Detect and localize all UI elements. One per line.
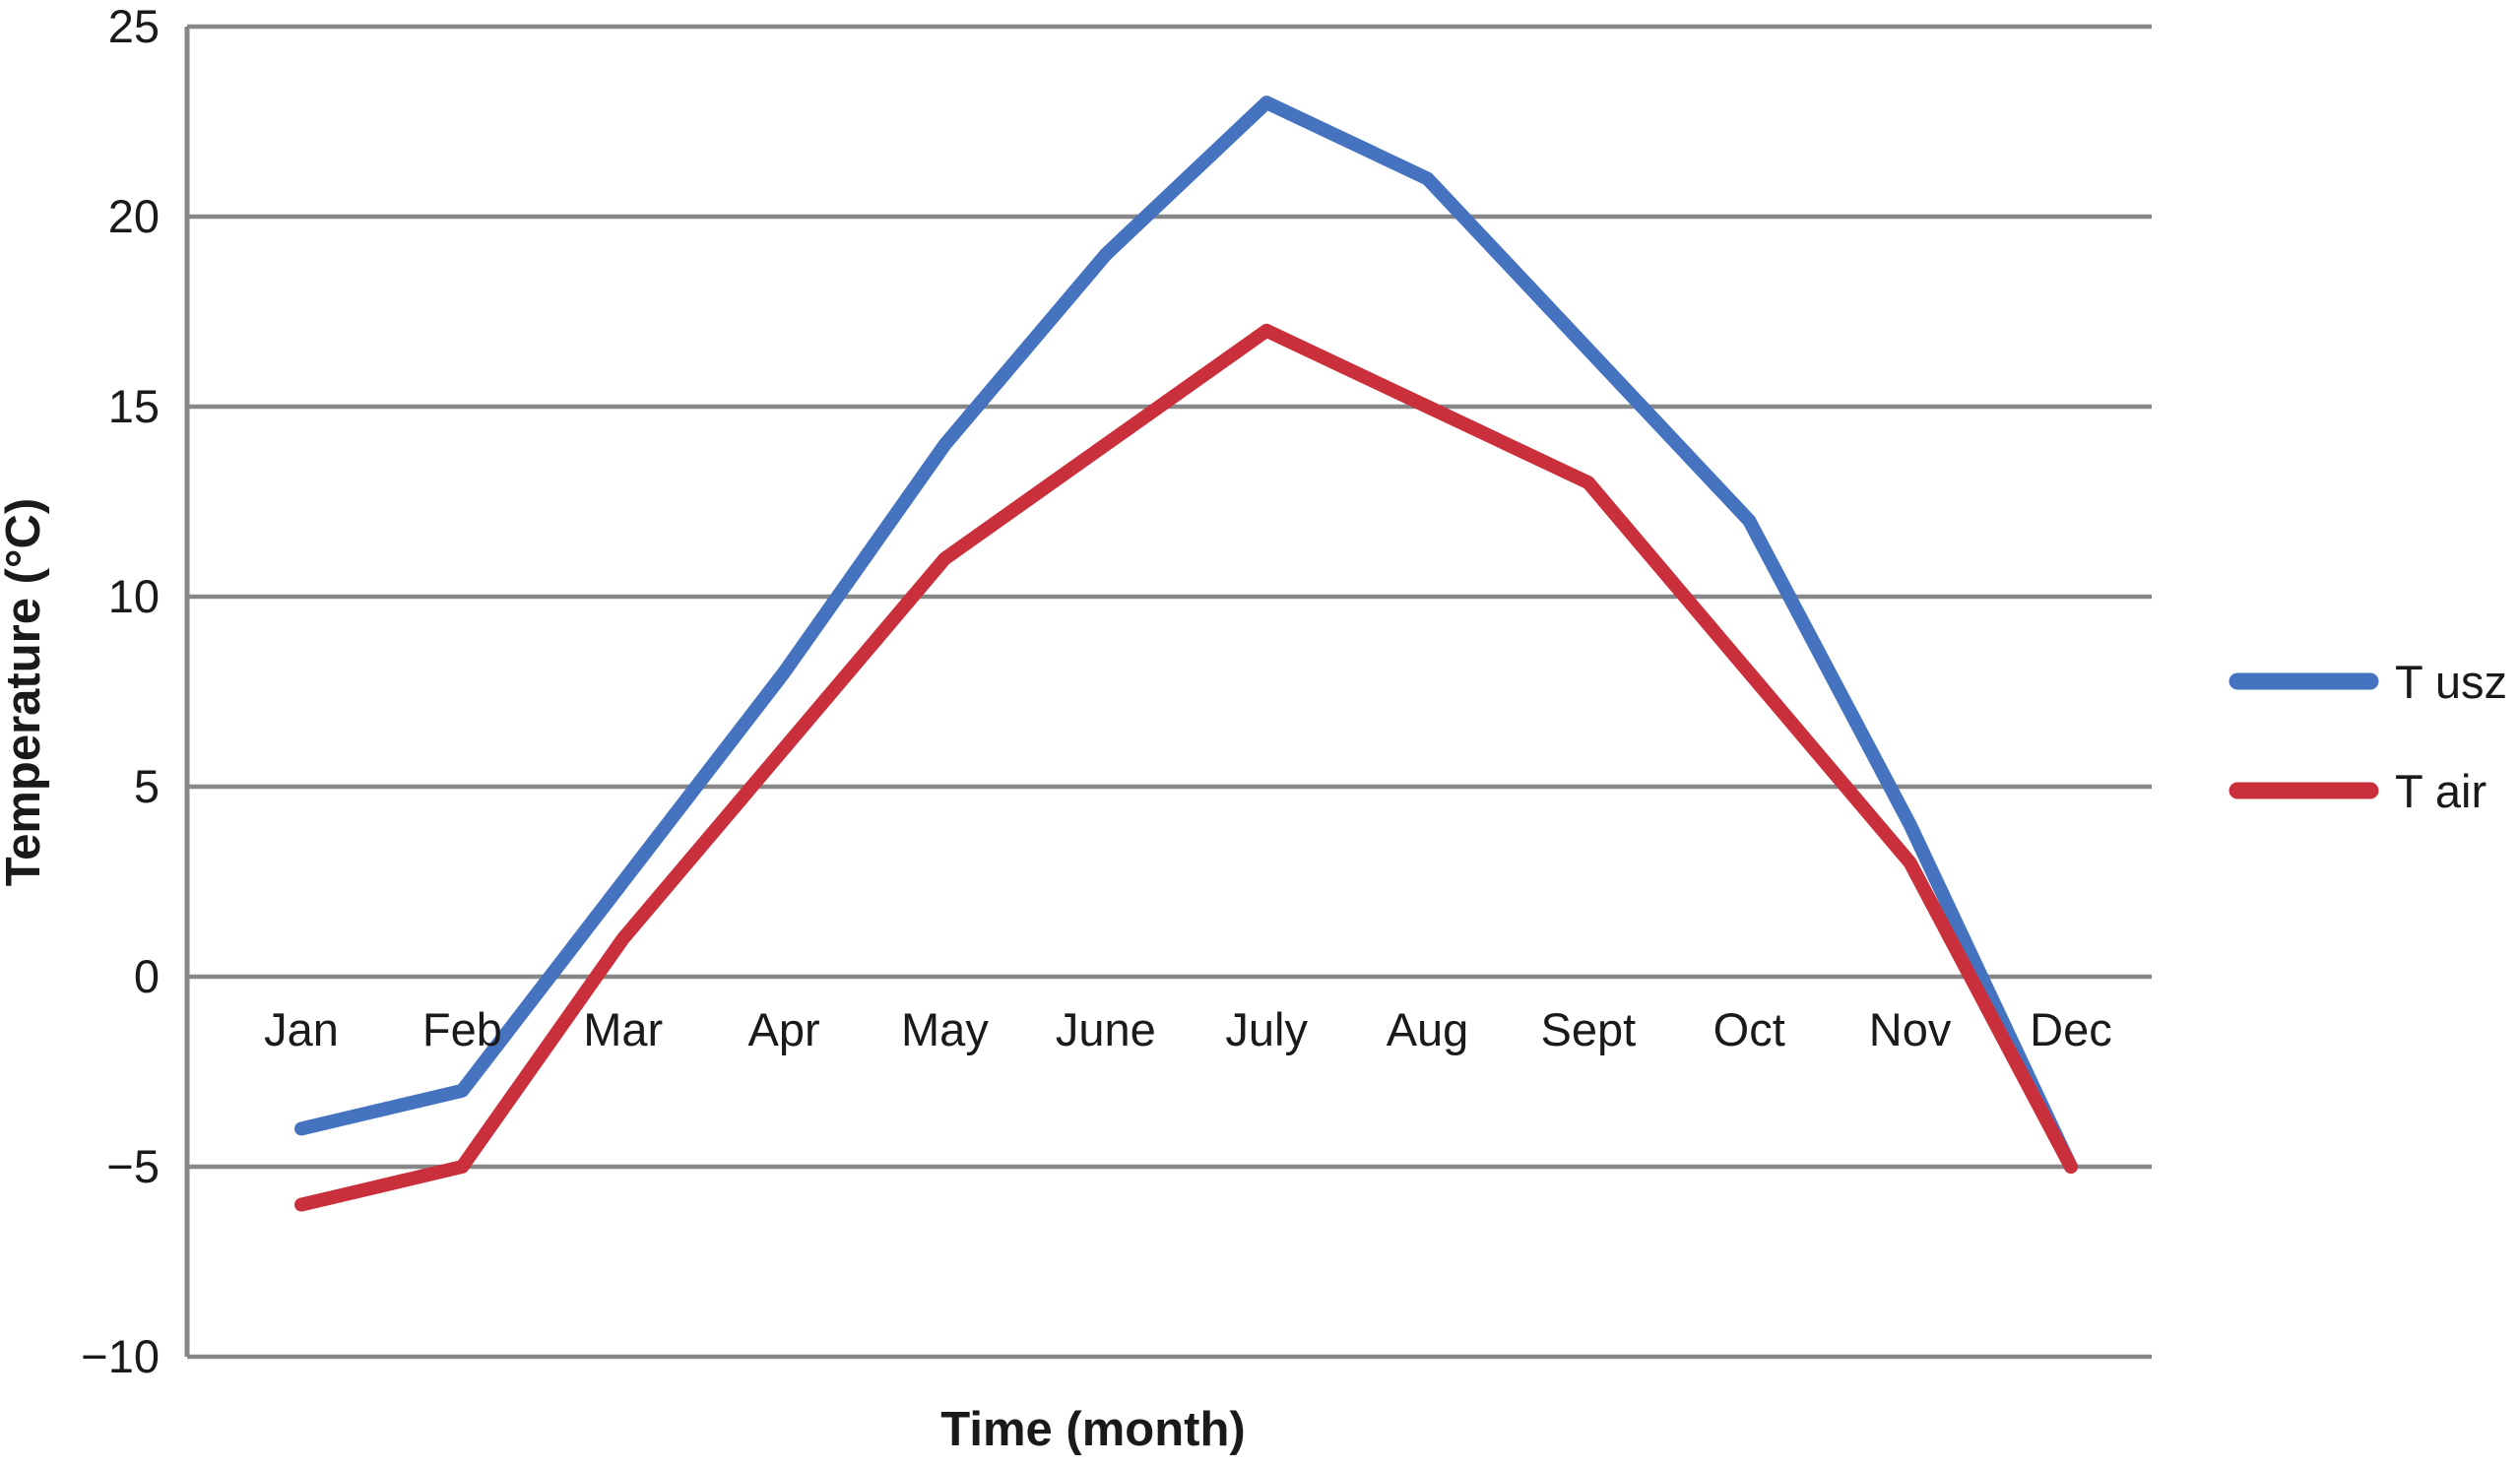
y-tick-label-25: 25 <box>108 0 160 52</box>
y-tick-label-5: 5 <box>134 760 160 812</box>
y-tick-label--5: −5 <box>106 1140 160 1192</box>
x-tick-label-july: July <box>1225 1003 1308 1055</box>
y-tick-label-0: 0 <box>134 950 160 1002</box>
x-tick-label-jan: Jan <box>264 1003 339 1055</box>
y-tick-label-10: 10 <box>108 570 160 622</box>
y-tick-label--10: −10 <box>81 1330 160 1382</box>
y-tick-label-15: 15 <box>108 380 160 432</box>
legend-label-t-air: T air <box>2395 765 2487 817</box>
x-axis-title: Time (month) <box>940 1403 1245 1456</box>
x-tick-label-dec: Dec <box>2030 1003 2112 1055</box>
series-line-t-air <box>294 323 2078 1212</box>
y-tick-label-20: 20 <box>108 190 160 242</box>
x-tick-label-june: June <box>1056 1003 1156 1055</box>
x-tick-label-apr: Apr <box>748 1003 820 1055</box>
x-tick-label-mar: Mar <box>583 1003 663 1055</box>
x-tick-label-aug: Aug <box>1387 1003 1469 1055</box>
x-tick-label-oct: Oct <box>1713 1003 1785 1055</box>
x-tick-label-nov: Nov <box>1869 1003 1952 1055</box>
series-line-t-usz <box>294 96 2078 1174</box>
x-tick-label-feb: Feb <box>422 1003 502 1055</box>
legend-label-t-usz: T usz <box>2395 656 2507 708</box>
x-tick-label-may: May <box>901 1003 989 1055</box>
x-tick-label-sept: Sept <box>1541 1003 1637 1055</box>
y-axis-title: Temperature (°C) <box>0 498 50 886</box>
